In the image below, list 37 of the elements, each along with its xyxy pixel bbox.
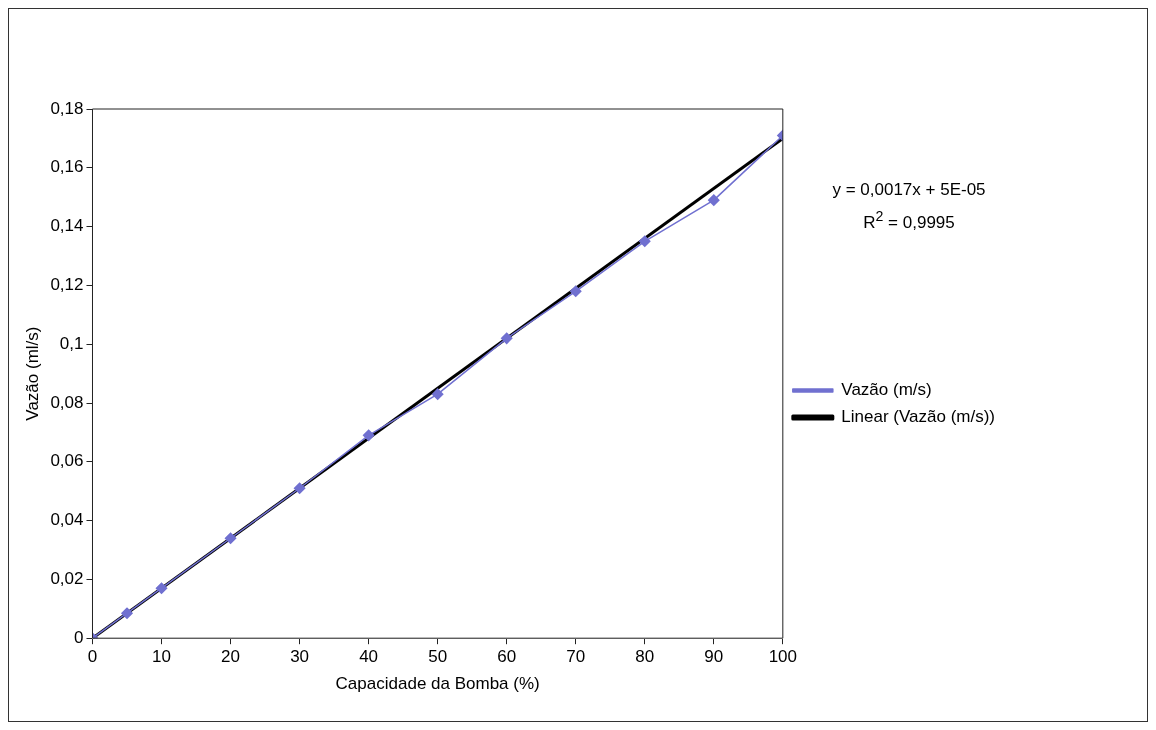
point <box>362 429 375 442</box>
y-tick-label: 0 <box>74 627 84 647</box>
y-tick-label: 0,08 <box>50 392 84 412</box>
point <box>121 607 133 619</box>
x-tick-label: 30 <box>290 647 310 667</box>
legend-label: Linear (Vazão (m/s)) <box>841 407 996 427</box>
y-tick-label: 0,04 <box>50 510 84 530</box>
y-axis-title: Vazão (ml/s) <box>22 326 42 421</box>
x-tick-label: 40 <box>359 647 379 667</box>
x-tick-label: 50 <box>428 647 448 667</box>
point <box>431 388 444 400</box>
point <box>500 332 513 345</box>
y-tick-label: 0,1 <box>59 333 84 353</box>
text: R$^{2}$ = 0,9995 <box>862 207 956 234</box>
point <box>224 532 237 544</box>
x-tick-label: 20 <box>221 647 241 667</box>
x-tick-label: 60 <box>497 647 517 667</box>
text: y = 0,0017x + 5E-05 <box>831 179 987 201</box>
x-tick-label: 100 <box>768 647 798 667</box>
x-tick-label: 90 <box>704 647 724 667</box>
y-tick-label: 0,18 <box>50 98 84 118</box>
x-tick-label: 70 <box>566 647 586 667</box>
x-axis-title: Capacidade da Bomba (%) <box>335 674 540 694</box>
y-tick-label: 0,14 <box>50 216 84 236</box>
point <box>569 285 582 298</box>
point <box>639 235 651 248</box>
y-tick-label: 0,02 <box>50 569 84 589</box>
point <box>708 194 720 206</box>
y-tick-label: 0,06 <box>50 451 84 471</box>
x-tick-label: 10 <box>152 647 171 667</box>
x-tick-label: 80 <box>635 647 655 667</box>
point <box>293 482 306 495</box>
y-tick-label: 0,12 <box>50 275 84 295</box>
x-tick-label: 0 <box>87 647 98 667</box>
legend-label: Vazão (m/s) <box>841 380 932 400</box>
y-tick-label: 0,16 <box>50 157 84 177</box>
point <box>155 582 168 594</box>
